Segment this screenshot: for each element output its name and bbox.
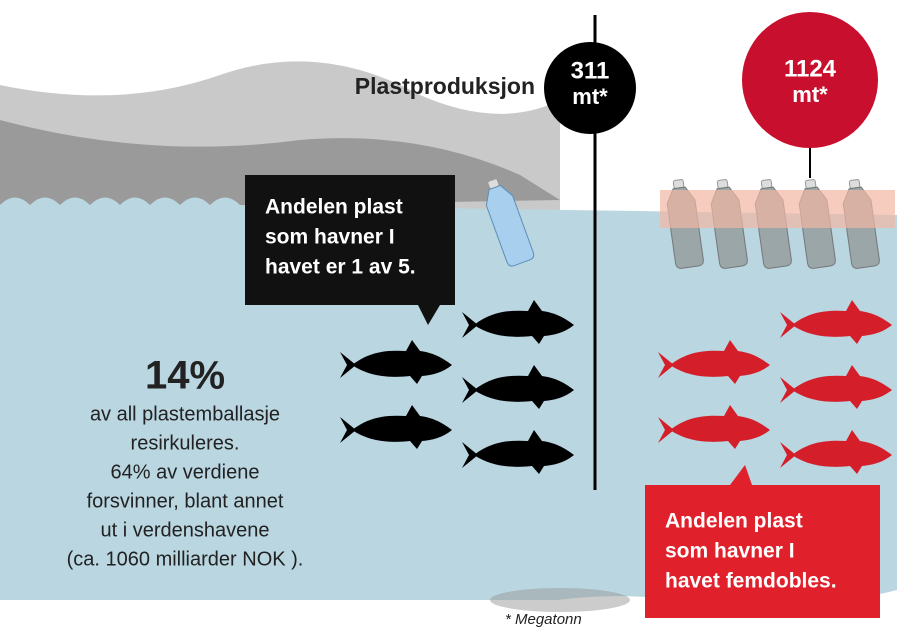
callout-now-line: havet er 1 av 5. (265, 256, 416, 279)
amount-now: 311 (571, 57, 610, 84)
recycling-line: ut i verdenshavene (100, 519, 269, 541)
callout-future-line: havet femdobles. (665, 570, 837, 593)
callout-future-line: Andelen plast (665, 510, 803, 533)
recycling-line: resirkuleres. (131, 432, 240, 454)
amount-future: 1124 (784, 55, 837, 82)
shadow (490, 588, 630, 612)
callout-future-line: som havner I (665, 540, 795, 563)
recycling-line: forsvinner, blant annet (87, 490, 284, 512)
footnote: * Megatonn (505, 611, 582, 628)
unit-future: mt* (792, 82, 828, 107)
production-label: Plastproduksjon (355, 73, 535, 99)
recycling-line: 64% av verdiene (111, 461, 260, 483)
callout-now-line: som havner I (265, 226, 395, 249)
bottle-tint (660, 190, 895, 228)
recycling-headline: 14% (145, 354, 225, 398)
recycling-line: (ca. 1060 milliarder NOK ). (67, 548, 304, 570)
infographic: 311 mt* 1124 mt* Plastproduksjon Andelen… (0, 0, 897, 629)
unit-now: mt* (572, 84, 608, 109)
recycling-line: av all plastemballasje (90, 403, 280, 425)
callout-now-line: Andelen plast (265, 196, 403, 219)
